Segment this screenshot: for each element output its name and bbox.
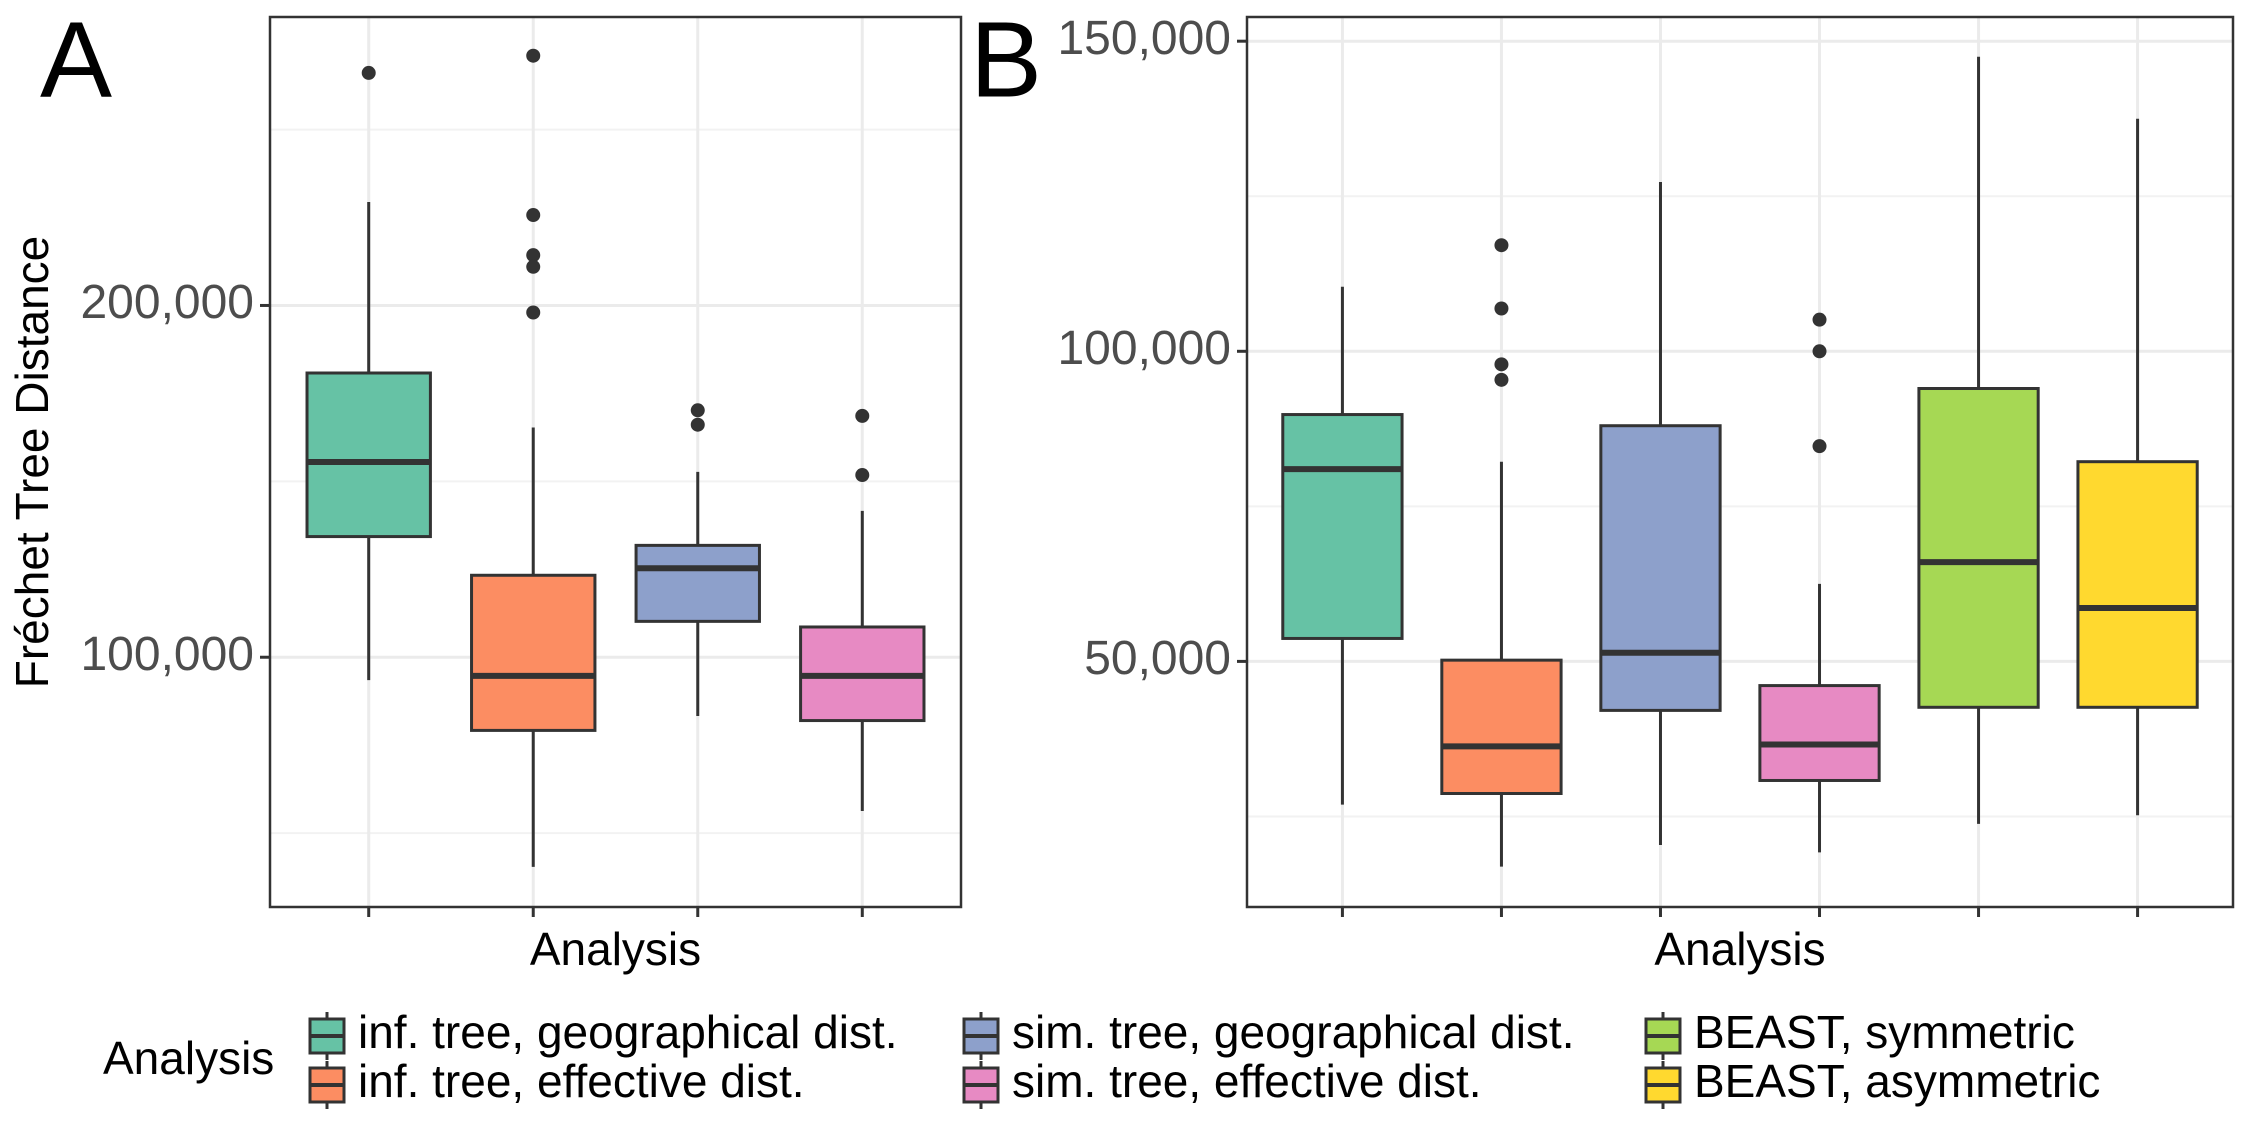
- y-tick-label: 100,000: [1057, 322, 1231, 375]
- legend-label: sim. tree, geographical dist.: [1012, 1006, 1575, 1058]
- panel-border: [1245, 15, 2235, 909]
- outlier: [526, 259, 541, 274]
- y-tick-label: 50,000: [1084, 632, 1231, 685]
- legend-label: BEAST, symmetric: [1694, 1006, 2075, 1058]
- box: [2076, 460, 2199, 709]
- box: [470, 573, 597, 732]
- panel-border: [268, 15, 963, 909]
- y-axis-title: Fréchet Tree Distance: [6, 236, 58, 689]
- box: [1917, 387, 2040, 709]
- outlier: [855, 408, 870, 423]
- legend-label: inf. tree, geographical dist.: [358, 1006, 898, 1058]
- box: [634, 543, 761, 623]
- box: [305, 371, 432, 539]
- outlier: [526, 48, 541, 63]
- outlier: [526, 208, 541, 223]
- outlier: [1812, 312, 1827, 327]
- box: [1440, 658, 1563, 796]
- outlier: [1494, 301, 1509, 316]
- y-tick-label: 100,000: [80, 628, 254, 681]
- outlier: [361, 65, 376, 80]
- outlier: [855, 468, 870, 483]
- outlier: [1494, 238, 1509, 253]
- box: [1599, 424, 1722, 712]
- outlier: [526, 248, 541, 263]
- outlier: [526, 305, 541, 320]
- x-axis-title: Analysis: [1654, 923, 1825, 975]
- legend-label: inf. tree, effective dist.: [358, 1055, 805, 1107]
- outlier: [690, 403, 705, 418]
- outlier: [1494, 372, 1509, 387]
- outlier: [1812, 344, 1827, 359]
- panel-label: B: [970, 0, 1042, 120]
- box: [1281, 413, 1404, 640]
- outlier: [1812, 439, 1827, 454]
- x-axis-title: Analysis: [530, 923, 701, 975]
- y-tick-label: 200,000: [80, 276, 254, 329]
- box: [1758, 684, 1881, 782]
- outlier: [1494, 357, 1509, 372]
- outlier: [690, 417, 705, 432]
- y-tick-label: 150,000: [1057, 12, 1231, 65]
- legend-title: Analysis: [103, 1032, 274, 1084]
- legend-label: BEAST, asymmetric: [1694, 1055, 2100, 1107]
- panel-label: A: [40, 0, 112, 120]
- legend-label: sim. tree, effective dist.: [1012, 1055, 1482, 1107]
